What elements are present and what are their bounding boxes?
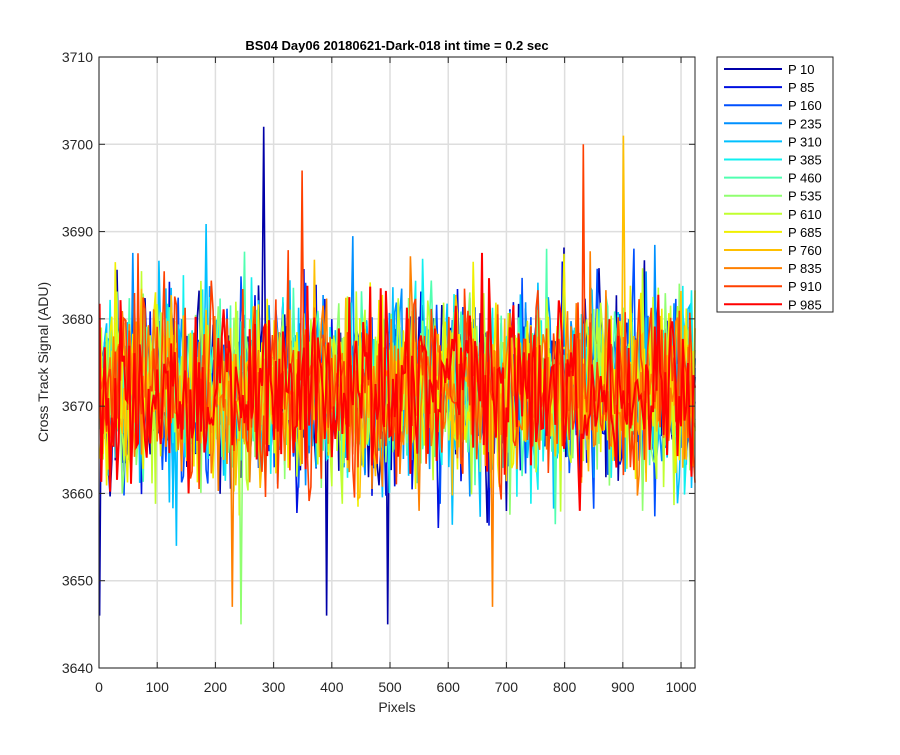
y-tick-label: 3680	[62, 311, 93, 327]
legend-label: P 610	[788, 207, 822, 222]
legend-label: P 385	[788, 153, 822, 168]
series-lines	[98, 126, 696, 625]
x-tick-label: 0	[95, 679, 103, 695]
series-line	[98, 252, 696, 511]
x-tick-label: 800	[553, 679, 577, 695]
x-tick-label: 100	[146, 679, 170, 695]
legend-label: P 310	[788, 134, 822, 149]
y-tick-label: 3670	[62, 398, 93, 414]
legend-label: P 685	[788, 225, 822, 240]
legend-label: P 835	[788, 261, 822, 276]
legend-label: P 85	[788, 80, 815, 95]
x-axis-label: Pixels	[378, 699, 415, 715]
y-axis-label: Cross Track Signal (ADU)	[35, 282, 51, 442]
y-tick-label: 3650	[62, 573, 93, 589]
legend: P 10 P 85 P 160 P 235 P 310 P 385 P 460 P 535 P …	[716, 56, 834, 313]
x-tick-label: 500	[378, 679, 402, 695]
x-tick-label: 900	[611, 679, 635, 695]
y-tick-label: 3690	[62, 224, 93, 240]
legend-label: P 460	[788, 171, 822, 186]
y-tick-label: 3660	[62, 485, 93, 501]
x-ticks: 0 100 200 300 400 500 600 700 800 900 1000	[95, 57, 697, 695]
legend-label: P 760	[788, 243, 822, 258]
y-ticks: 3640 3650 3660 3670 3680 3690 3700 3710	[62, 49, 695, 676]
x-tick-label: 600	[437, 679, 461, 695]
y-tick-label: 3710	[62, 49, 93, 65]
legend-box	[716, 56, 834, 313]
legend-label: P 910	[788, 279, 822, 294]
x-tick-label: 300	[262, 679, 286, 695]
chart-title: BS04 Day06 20180621-Dark-018 int time = …	[245, 38, 548, 53]
axes-box	[98, 56, 696, 669]
legend-label: P 985	[788, 297, 822, 312]
x-tick-label: 400	[320, 679, 344, 695]
x-tick-label: 200	[204, 679, 228, 695]
y-tick-label: 3640	[62, 660, 93, 676]
legend-label: P 160	[788, 98, 822, 113]
legend-label: P 10	[788, 62, 815, 77]
legend-label: P 235	[788, 116, 822, 131]
x-tick-label: 1000	[665, 679, 696, 695]
y-tick-label: 3700	[62, 136, 93, 152]
legend-label: P 535	[788, 189, 822, 204]
x-tick-label: 700	[495, 679, 519, 695]
